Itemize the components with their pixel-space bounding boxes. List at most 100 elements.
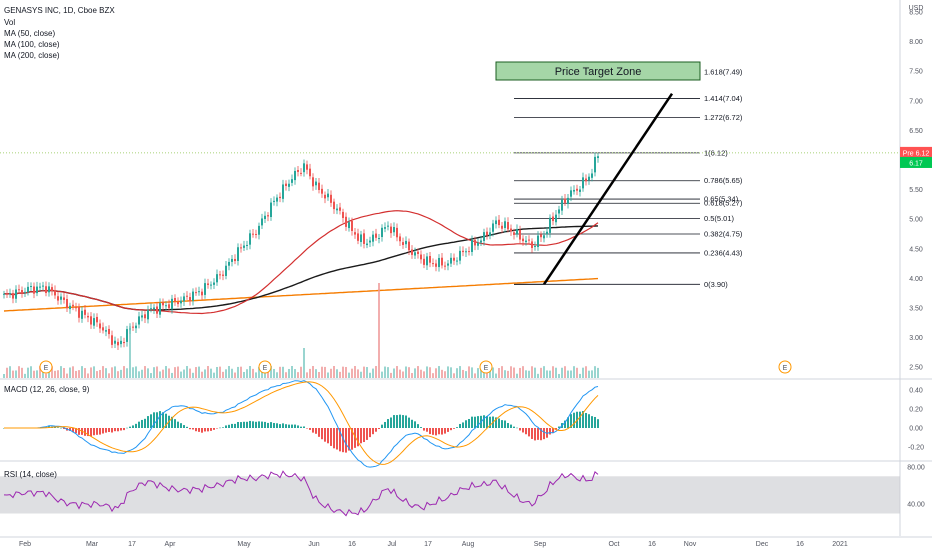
volume-bar bbox=[420, 369, 422, 378]
macd-histogram-bar bbox=[264, 421, 266, 428]
macd-histogram-bar bbox=[312, 428, 314, 433]
macd-histogram-bar bbox=[72, 428, 74, 433]
volume-bar bbox=[333, 366, 335, 378]
volume-bar bbox=[57, 370, 59, 378]
volume-bar bbox=[282, 366, 284, 378]
candle-body bbox=[483, 232, 485, 241]
macd-histogram-bar bbox=[195, 428, 197, 432]
candle-body bbox=[270, 202, 272, 218]
candle-body bbox=[171, 298, 173, 310]
volume-bar bbox=[309, 368, 311, 378]
fib-level-label: 0(3.90) bbox=[704, 280, 728, 289]
volume-bar bbox=[111, 367, 113, 378]
candle-body bbox=[261, 218, 263, 226]
candle-body bbox=[42, 285, 44, 287]
volume-bar bbox=[339, 371, 341, 378]
macd-histogram-bar bbox=[249, 420, 251, 428]
volume-legend: Vol bbox=[4, 18, 16, 27]
earnings-marker-label: E bbox=[783, 365, 788, 372]
macd-histogram-bar bbox=[153, 412, 155, 428]
macd-histogram-bar bbox=[252, 421, 254, 428]
macd-histogram-bar bbox=[108, 428, 110, 433]
time-axis-tick: Feb bbox=[19, 541, 31, 548]
candle-body bbox=[141, 315, 143, 318]
volume-bar bbox=[411, 373, 413, 378]
volume-bar bbox=[588, 370, 590, 378]
volume-bar bbox=[102, 366, 104, 378]
candle-body bbox=[228, 261, 230, 266]
macd-histogram-bar bbox=[291, 424, 293, 428]
macd-histogram-bar bbox=[597, 419, 599, 428]
candle-body bbox=[351, 220, 353, 231]
candle-body bbox=[156, 306, 158, 314]
candle-body bbox=[198, 291, 200, 293]
volume-bar bbox=[120, 369, 122, 378]
candle-body bbox=[117, 341, 119, 346]
earnings-marker bbox=[39, 360, 53, 374]
macd-histogram-bar bbox=[261, 421, 263, 428]
macd-histogram-bar bbox=[126, 427, 128, 429]
candle-body bbox=[132, 326, 134, 328]
macd-axis-tick: 0.00 bbox=[909, 426, 923, 433]
candle-body bbox=[186, 295, 188, 297]
candle-body bbox=[282, 184, 284, 199]
macd-histogram-bar bbox=[441, 428, 443, 435]
macd-histogram-bar bbox=[435, 428, 437, 436]
macd-histogram-bar bbox=[207, 428, 209, 432]
macd-axis-tick: -0.20 bbox=[908, 445, 924, 452]
macd-histogram-bar bbox=[510, 424, 512, 428]
candle-body bbox=[378, 238, 380, 240]
macd-histogram-bar bbox=[78, 428, 80, 435]
macd-histogram-bar bbox=[114, 428, 116, 432]
volume-bar bbox=[477, 368, 479, 378]
candle-body bbox=[165, 305, 167, 307]
candle-body bbox=[408, 241, 410, 251]
macd-histogram-bar bbox=[372, 428, 374, 435]
macd-histogram-bar bbox=[267, 422, 269, 428]
candle-body bbox=[525, 240, 527, 243]
volume-bar bbox=[384, 366, 386, 378]
candle-body bbox=[462, 250, 464, 253]
candle-body bbox=[219, 274, 221, 276]
candle-body bbox=[354, 232, 356, 235]
volume-bar bbox=[285, 372, 287, 378]
volume-bar bbox=[435, 368, 437, 378]
volume-bar bbox=[297, 372, 299, 378]
candle-body bbox=[6, 293, 8, 295]
price-axis-tick: 7.00 bbox=[909, 98, 923, 105]
volume-bar bbox=[3, 374, 5, 378]
macd-histogram-bar bbox=[393, 415, 395, 428]
rsi-legend: RSI (14, close) bbox=[4, 470, 57, 479]
macd-histogram-bar bbox=[228, 424, 230, 428]
macd-histogram-bar bbox=[192, 428, 194, 430]
macd-histogram-bar bbox=[216, 428, 218, 429]
candle-body bbox=[411, 249, 413, 255]
candle-body bbox=[333, 201, 335, 210]
macd-histogram-bar bbox=[279, 424, 281, 428]
candle-body bbox=[297, 169, 299, 172]
candle-body bbox=[45, 286, 47, 294]
volume-bar bbox=[540, 367, 542, 378]
candle-body bbox=[447, 263, 449, 266]
candle-body bbox=[480, 240, 482, 243]
macd-histogram-bar bbox=[144, 418, 146, 428]
volume-bar bbox=[213, 372, 215, 378]
macd-histogram-bar bbox=[558, 426, 560, 428]
volume-bar bbox=[513, 367, 515, 378]
macd-histogram-bar bbox=[234, 423, 236, 428]
candle-body bbox=[303, 163, 305, 173]
macd-histogram-bar bbox=[201, 428, 203, 433]
candle-body bbox=[36, 286, 38, 294]
macd-histogram-bar bbox=[57, 427, 59, 428]
candle-body bbox=[90, 316, 92, 325]
macd-histogram-bar bbox=[171, 416, 173, 428]
volume-bar bbox=[27, 367, 29, 378]
volume-bar bbox=[375, 366, 377, 378]
macd-histogram-bar bbox=[210, 428, 212, 431]
candle-body bbox=[534, 245, 536, 247]
candle-body bbox=[576, 188, 578, 191]
volume-bar bbox=[324, 366, 326, 378]
candle-body bbox=[336, 208, 338, 211]
macd-histogram-bar bbox=[60, 427, 62, 429]
